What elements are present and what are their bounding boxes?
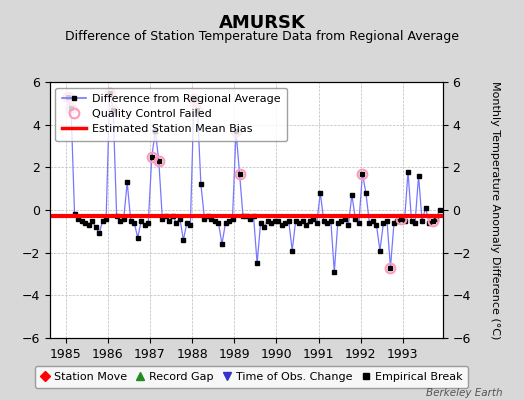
- Text: AMURSK: AMURSK: [219, 14, 305, 32]
- Legend: Station Move, Record Gap, Time of Obs. Change, Empirical Break: Station Move, Record Gap, Time of Obs. C…: [35, 366, 468, 388]
- Text: Berkeley Earth: Berkeley Earth: [427, 388, 503, 398]
- Text: Difference of Station Temperature Data from Regional Average: Difference of Station Temperature Data f…: [65, 30, 459, 43]
- Y-axis label: Monthly Temperature Anomaly Difference (°C): Monthly Temperature Anomaly Difference (…: [490, 81, 500, 339]
- Legend: Difference from Regional Average, Quality Control Failed, Estimated Station Mean: Difference from Regional Average, Qualit…: [56, 88, 287, 141]
